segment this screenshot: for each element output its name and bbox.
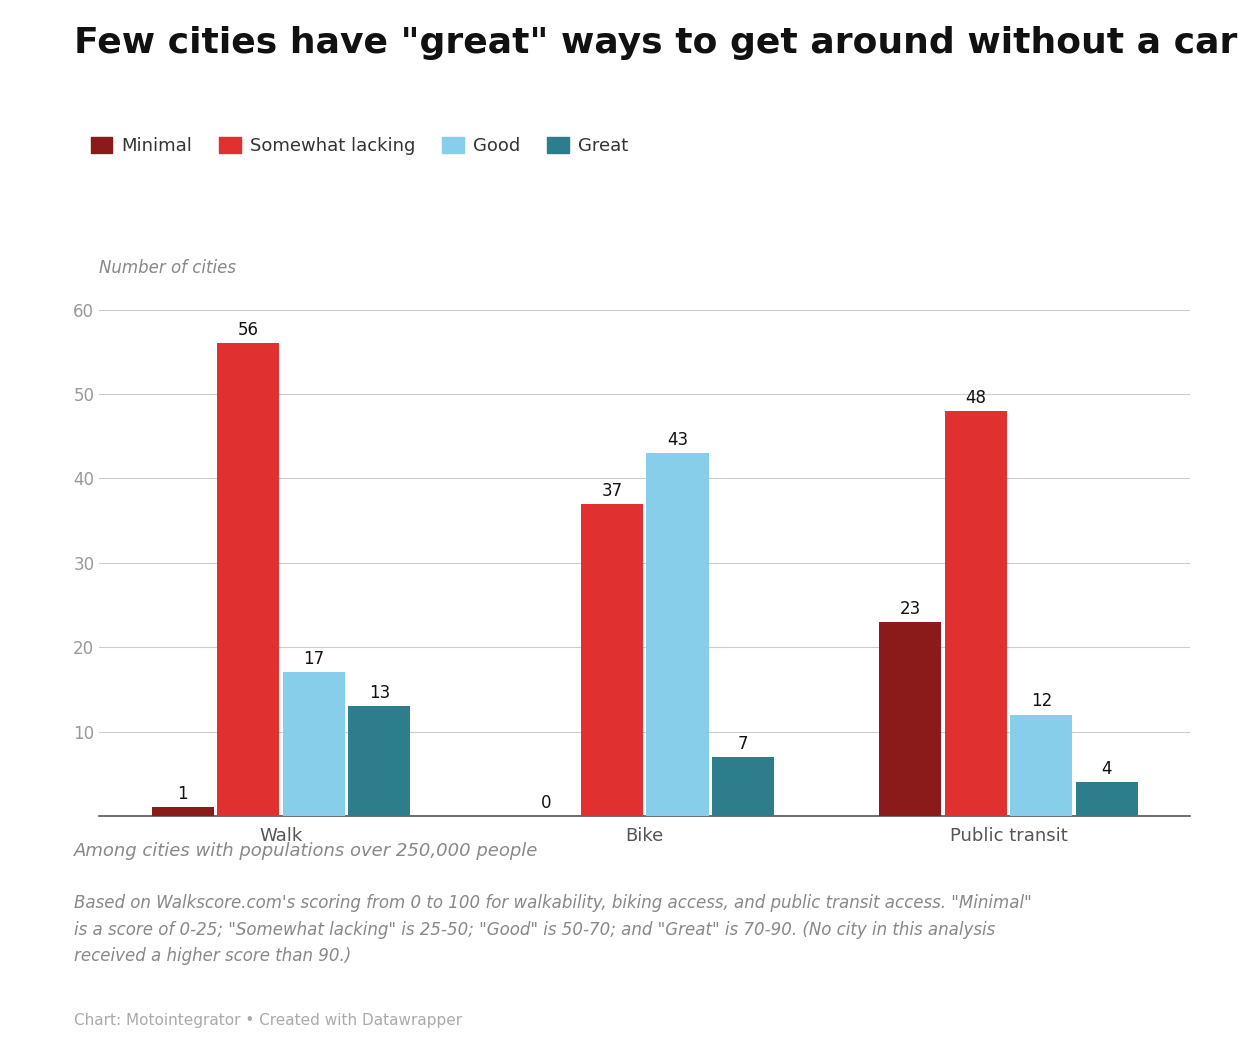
Text: 43: 43 xyxy=(667,431,688,449)
Text: 23: 23 xyxy=(900,599,921,617)
Text: 0: 0 xyxy=(542,794,552,812)
Bar xyxy=(582,504,644,816)
Text: 4: 4 xyxy=(1101,760,1112,778)
Bar xyxy=(1011,714,1073,816)
Text: Among cities with populations over 250,000 people: Among cities with populations over 250,0… xyxy=(74,842,538,860)
Bar xyxy=(1075,782,1138,816)
Bar xyxy=(217,343,279,816)
Text: 37: 37 xyxy=(601,481,622,500)
Text: 48: 48 xyxy=(965,389,986,407)
Bar xyxy=(945,411,1007,816)
Text: 56: 56 xyxy=(238,321,259,339)
Legend: Minimal, Somewhat lacking, Good, Great: Minimal, Somewhat lacking, Good, Great xyxy=(83,130,636,162)
Text: Chart: Motointegrator • Created with Datawrapper: Chart: Motointegrator • Created with Dat… xyxy=(74,1013,463,1027)
Bar xyxy=(646,453,708,816)
Bar xyxy=(712,757,774,816)
Text: 12: 12 xyxy=(1030,692,1052,710)
Bar xyxy=(879,622,941,816)
Text: Few cities have "great" ways to get around without a car: Few cities have "great" ways to get arou… xyxy=(74,26,1238,61)
Bar xyxy=(283,673,345,816)
Text: 17: 17 xyxy=(304,651,325,668)
Text: 13: 13 xyxy=(368,684,389,702)
Text: 7: 7 xyxy=(738,734,748,753)
Bar xyxy=(151,808,215,816)
Text: 1: 1 xyxy=(177,786,188,803)
Bar xyxy=(348,706,410,816)
Text: Number of cities: Number of cities xyxy=(99,259,236,277)
Text: Based on Walkscore.com's scoring from 0 to 100 for walkability, biking access, a: Based on Walkscore.com's scoring from 0 … xyxy=(74,894,1032,965)
